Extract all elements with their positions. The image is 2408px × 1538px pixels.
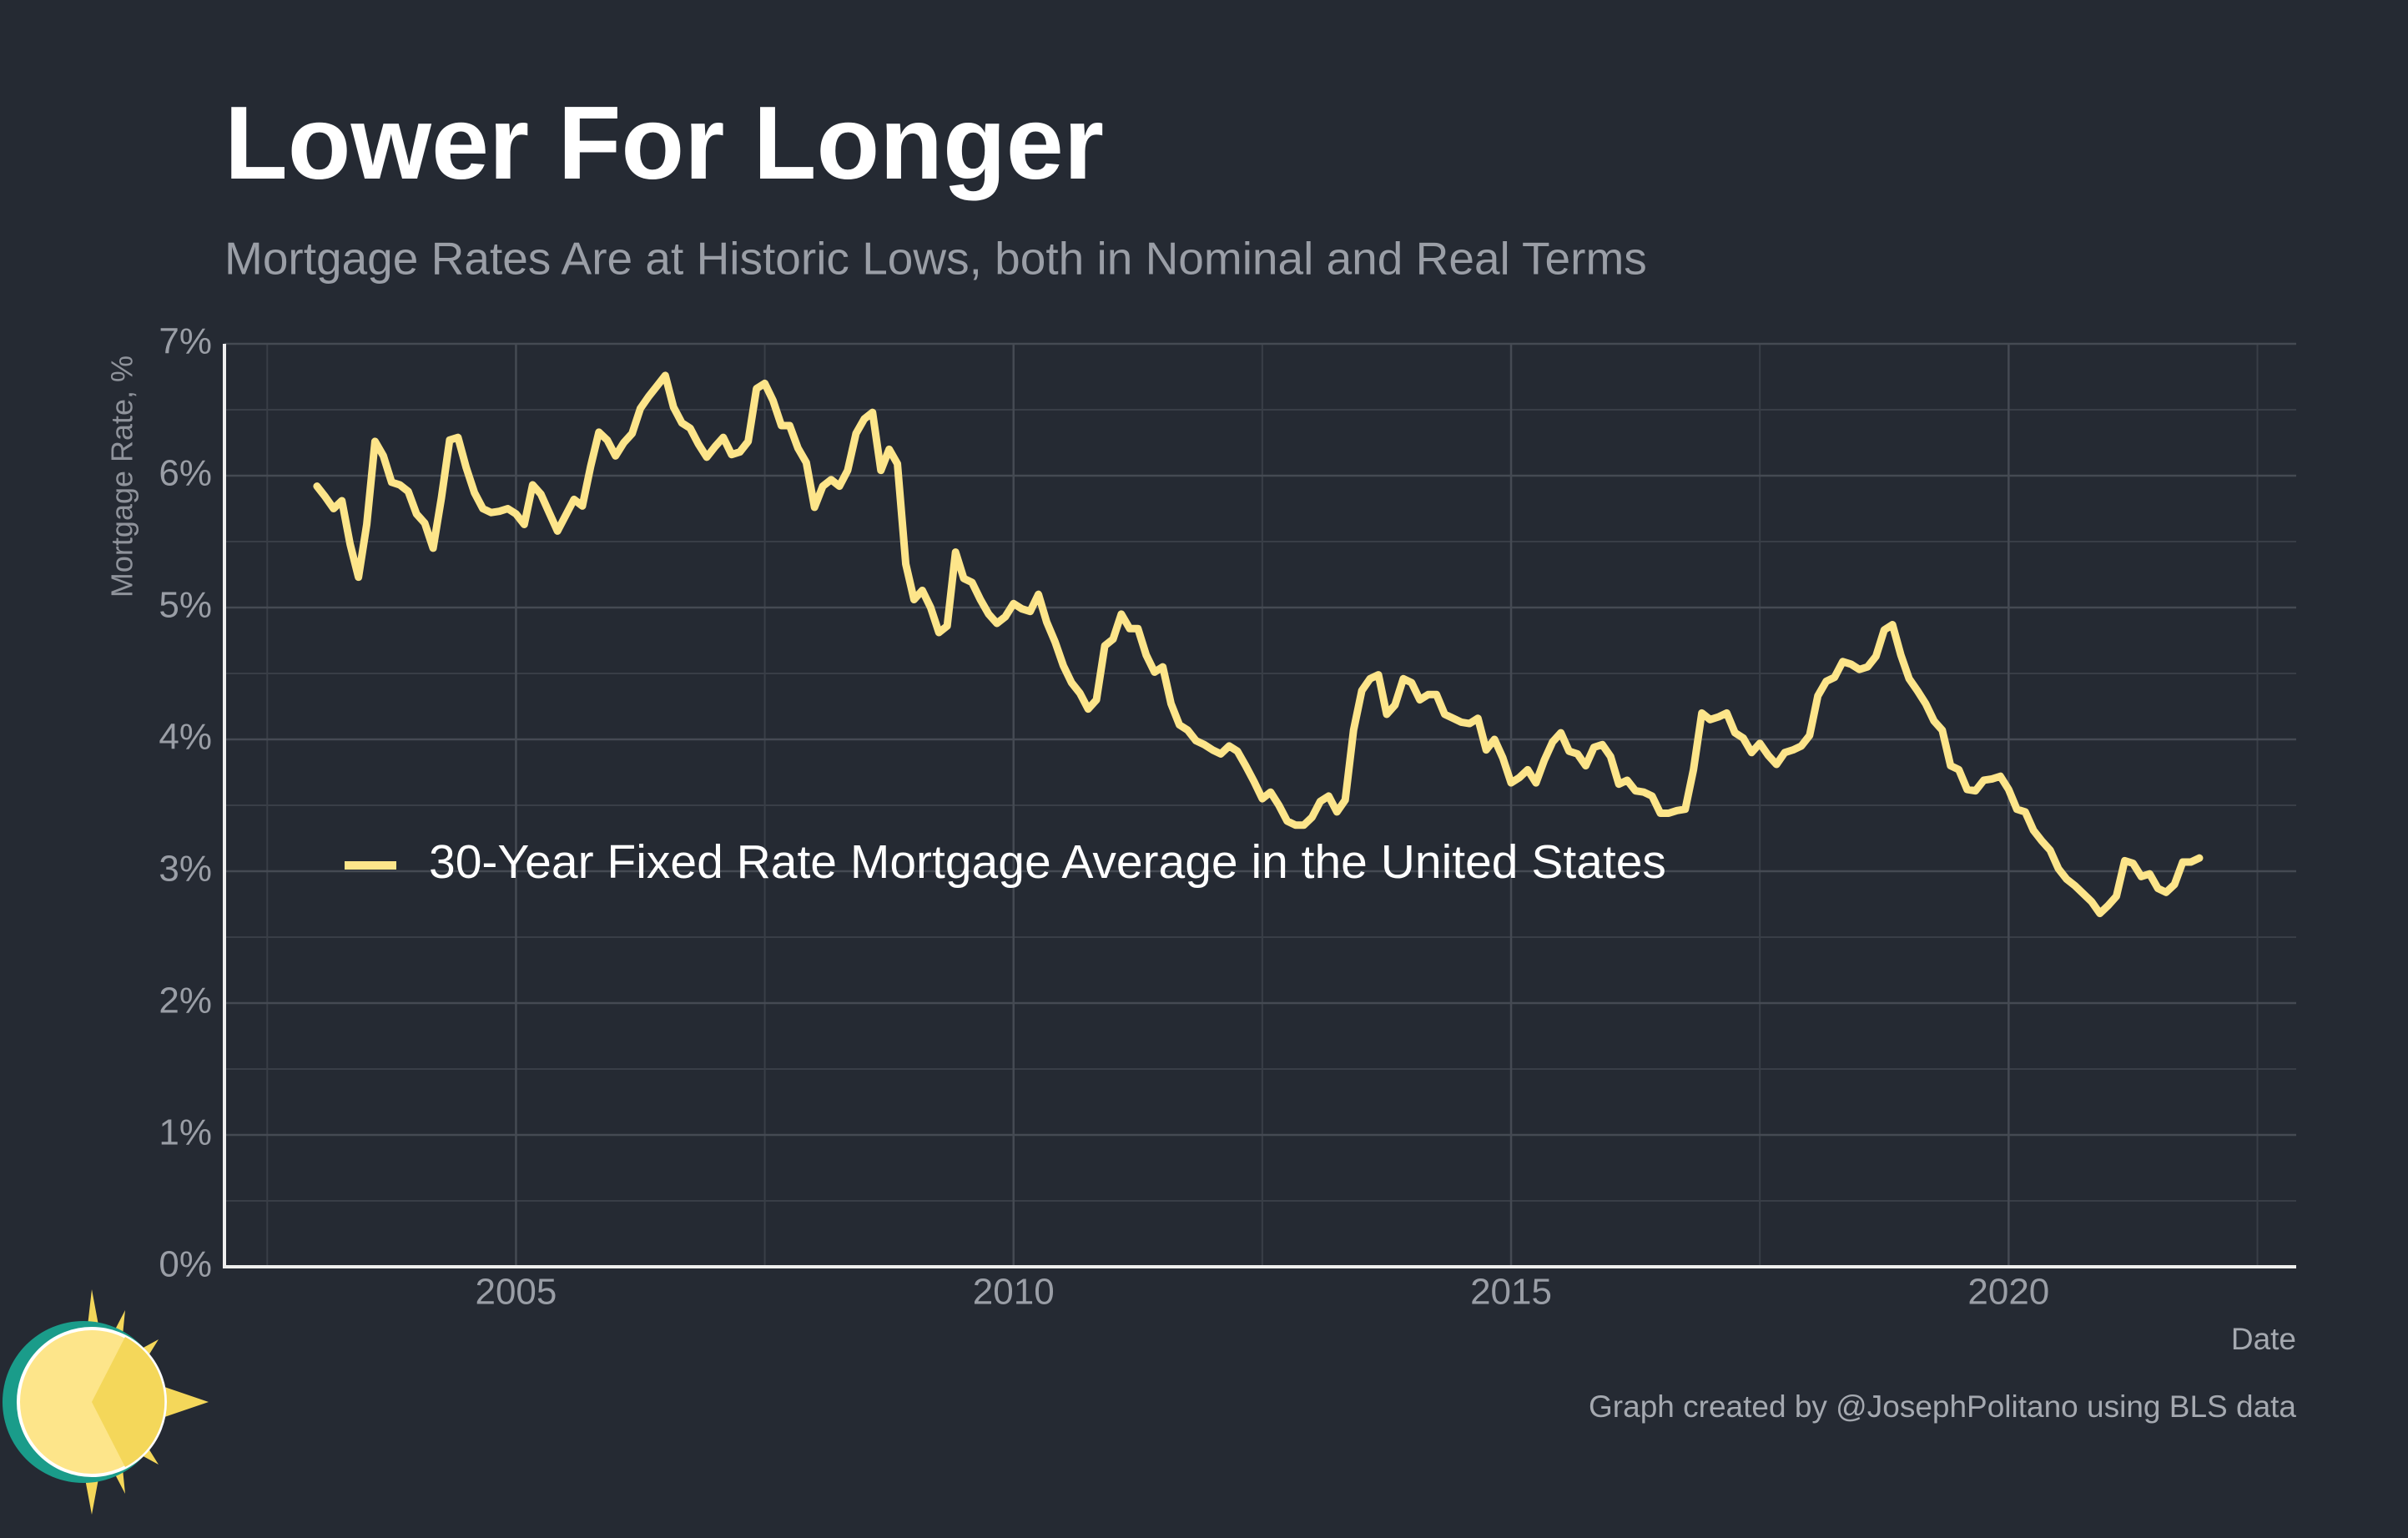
- logo: [3, 1289, 209, 1515]
- caption: Graph created by @JosephPolitano using B…: [1589, 1389, 2296, 1424]
- x-tick-label: 2015: [1470, 1272, 1552, 1313]
- plot: 0% 1% 2% 3% 4% 5% 6% 7% 2005 2010 2015 2020 30-Year …: [159, 321, 2296, 1313]
- x-tick-label: 2020: [1967, 1272, 2049, 1313]
- legend-label: 30-Year Fixed Rate Mortgage Average in t…: [429, 835, 1666, 889]
- chart-subtitle: Mortgage Rates Are at Historic Lows, bot…: [224, 233, 1647, 285]
- y-tick-label: 7%: [159, 321, 212, 362]
- logo-shade: [92, 1337, 165, 1467]
- chart-title: Lower For Longer: [224, 86, 1104, 201]
- y-tick-label: 0%: [159, 1244, 212, 1285]
- x-axis-label: Date: [2231, 1322, 2296, 1356]
- x-tick-label: 2010: [973, 1272, 1055, 1313]
- data-line: [313, 371, 2204, 918]
- y-tick-label: 5%: [159, 585, 212, 626]
- y-tick-label: 3%: [159, 849, 212, 890]
- y-tick-label: 4%: [159, 717, 212, 758]
- grid: [224, 342, 2296, 1268]
- y-tick-label: 2%: [159, 981, 212, 1021]
- y-axis-label: Mortgage Rate, %: [105, 356, 139, 598]
- y-tick-label: 1%: [159, 1112, 212, 1153]
- x-tick-label: 2005: [475, 1272, 557, 1313]
- y-tick-label: 6%: [159, 453, 212, 494]
